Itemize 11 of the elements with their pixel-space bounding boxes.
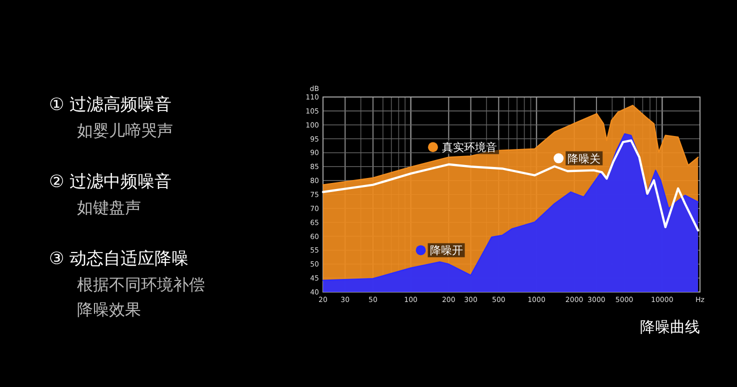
- text: ① 过滤高频噪音: [49, 95, 172, 115]
- text: 如婴儿啼哭声: [77, 121, 173, 140]
- legend-label: 降噪开: [430, 244, 463, 258]
- text: 如键盘声: [77, 198, 141, 217]
- text: 降噪曲线: [640, 318, 700, 336]
- text: ③ 动态自适应降噪: [49, 249, 189, 269]
- text: ② 过滤中频噪音: [49, 172, 172, 192]
- legend-label: 降噪关: [568, 152, 601, 166]
- text: 降噪效果: [77, 300, 141, 319]
- text: 根据不同环境补偿: [77, 275, 205, 294]
- legend-label: 真实环境音: [442, 141, 497, 154]
